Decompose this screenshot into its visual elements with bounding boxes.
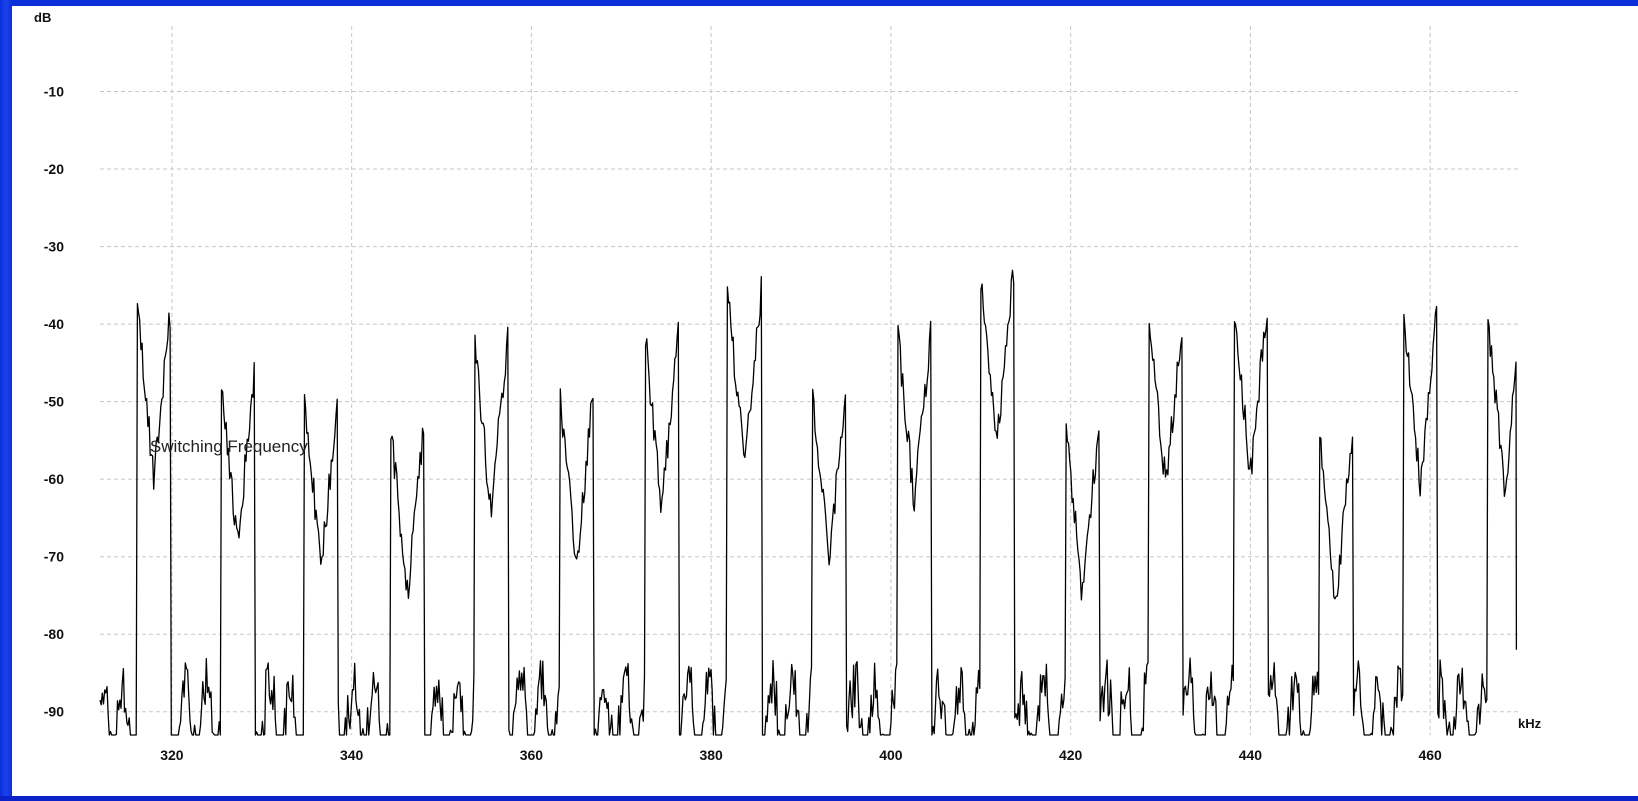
x-tick-label: 380	[699, 747, 723, 763]
y-tick-label: -30	[44, 239, 64, 255]
chart-area: 320 340 360 380 400 420 440 460 -10 -20 -30 -40 -50 -…	[12, 6, 1638, 796]
grid	[100, 26, 1520, 735]
spectrum-trace	[99, 269, 1518, 736]
y-tick-label: -40	[44, 316, 64, 332]
annotations: Switching Frequency	[150, 437, 308, 456]
y-tick-label: -90	[44, 704, 64, 720]
x-tick-label: 420	[1059, 747, 1083, 763]
x-axis-label: kHz	[1518, 716, 1542, 731]
y-tick-label: -80	[44, 626, 64, 642]
y-tick-label: -20	[44, 161, 64, 177]
y-tick-label: -10	[44, 84, 64, 100]
y-tick-label: -50	[44, 394, 64, 410]
spectrum-chart: 320 340 360 380 400 420 440 460 -10 -20 -30 -40 -50 -…	[34, 10, 1542, 763]
tick-labels: 320 340 360 380 400 420 440 460 -10 -20 -30 -40 -50 -…	[44, 84, 1442, 763]
y-tick-label: -60	[44, 471, 64, 487]
y-axis-label: dB	[34, 10, 51, 25]
y-tick-label: -70	[44, 549, 64, 565]
x-tick-label: 460	[1418, 747, 1442, 763]
annotation-label: Switching Frequency	[150, 437, 308, 456]
x-tick-label: 440	[1239, 747, 1263, 763]
x-tick-label: 320	[160, 747, 184, 763]
x-tick-label: 340	[340, 747, 364, 763]
x-tick-label: 360	[520, 747, 544, 763]
x-tick-label: 400	[879, 747, 903, 763]
